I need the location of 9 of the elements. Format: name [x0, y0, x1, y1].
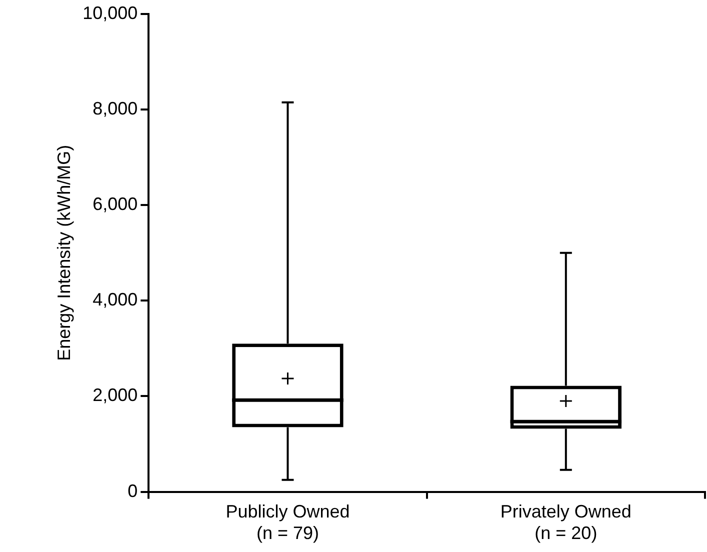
- y-tick-label: 6,000: [92, 194, 138, 214]
- y-tick-label: 4,000: [92, 290, 138, 310]
- y-axis-title: Energy Intensity (kWh/MG): [54, 144, 74, 361]
- y-tick-label: 8,000: [92, 98, 138, 119]
- x-tick-label: Privately Owned (n = 20): [500, 502, 632, 544]
- y-tick-label: 2,000: [92, 385, 138, 406]
- y-tick-label: 10,000: [82, 2, 138, 23]
- x-tick-label: Publicly Owned (n = 79): [226, 502, 350, 544]
- y-tick-label: 0: [128, 480, 138, 501]
